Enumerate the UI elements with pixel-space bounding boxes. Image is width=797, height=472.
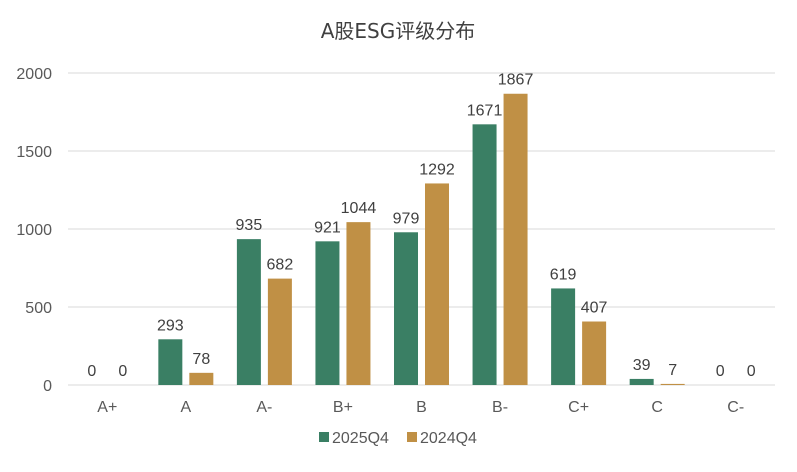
data-label: 1671: [467, 102, 503, 119]
data-label: 0: [716, 363, 725, 380]
x-tick-label: A-: [256, 399, 272, 416]
bar-2025Q4: [472, 124, 497, 385]
y-tick-label: 1500: [16, 144, 52, 161]
data-label: 1044: [341, 200, 377, 217]
data-label: 0: [87, 363, 96, 380]
data-label: 0: [118, 363, 127, 380]
bars: [158, 93, 685, 386]
data-label: 39: [633, 357, 651, 374]
bar-2024Q4: [503, 93, 528, 386]
data-label: 935: [236, 217, 263, 234]
y-tick-label: 2000: [16, 66, 52, 83]
legend-swatch: [319, 432, 329, 442]
bar-2024Q4: [425, 183, 449, 385]
data-label: 1867: [498, 72, 534, 89]
gridlines: [68, 72, 775, 308]
data-label: 682: [267, 257, 294, 274]
bar-2025Q4: [551, 288, 576, 385]
axes: 0 500 1000 1500 2000 A+ A A- B+ B B- C+ C C-: [16, 66, 775, 416]
y-tick-label: 0: [43, 378, 52, 395]
x-tick-label: B: [416, 399, 427, 416]
data-label: 293: [157, 317, 184, 334]
y-tick-label: 1000: [16, 222, 52, 239]
legend-swatch: [407, 432, 417, 442]
data-label: 407: [581, 300, 608, 317]
x-tick-label: C: [651, 399, 663, 416]
x-tick-label: A+: [97, 399, 117, 416]
data-label: 78: [192, 351, 210, 368]
data-label: 1292: [419, 161, 455, 178]
legend-label: 2025Q4: [332, 430, 389, 447]
x-tick-label: C+: [568, 399, 589, 416]
data-label: 7: [668, 362, 677, 379]
bar-2025Q4: [315, 241, 340, 385]
x-tick-label: B+: [333, 399, 353, 416]
data-label: 979: [393, 210, 420, 227]
bar-2024Q4: [582, 321, 607, 385]
data-labels: 0 293 935 921 979 1671 619 39 0 0 78 682 1044 1292 186…: [87, 72, 755, 380]
bar-2025Q4: [394, 232, 418, 385]
bar-2025Q4: [629, 378, 654, 385]
x-tick-label: C-: [727, 399, 744, 416]
data-label: 921: [314, 219, 341, 236]
data-label: 619: [550, 266, 577, 283]
bar-2024Q4: [267, 278, 292, 385]
bar-2024Q4: [660, 383, 685, 385]
legend: 2025Q4 2024Q4: [319, 430, 477, 447]
x-tick-label: A: [180, 399, 191, 416]
bar-2025Q4: [236, 239, 261, 385]
bar-2024Q4: [189, 372, 214, 385]
bar-2024Q4: [346, 222, 371, 385]
chart-title: A股ESG评级分布: [321, 19, 476, 43]
bar-2025Q4: [158, 339, 183, 385]
data-label: 0: [747, 363, 756, 380]
legend-label: 2024Q4: [420, 430, 477, 447]
x-tick-label: B-: [492, 399, 508, 416]
y-tick-label: 500: [25, 300, 52, 317]
